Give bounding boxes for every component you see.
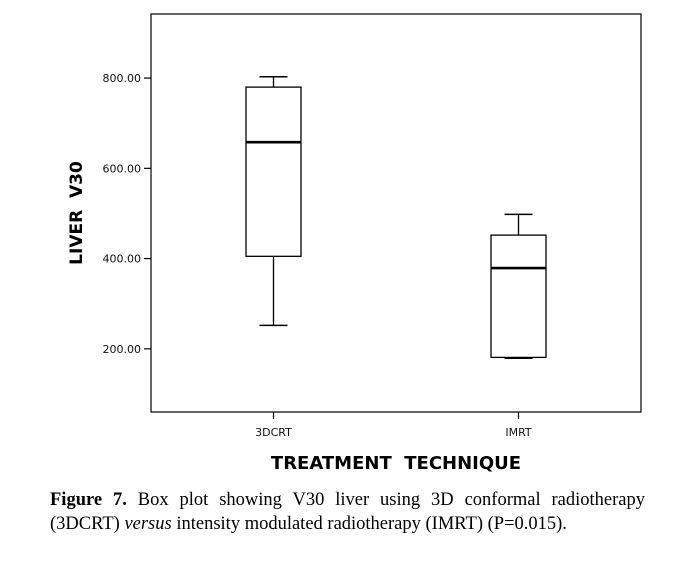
x-axis-title: TREATMENT TECHNIQUE	[271, 453, 521, 474]
caption-text-before: Box plot showing V30 liver using 3D conf…	[50, 490, 645, 534]
figure-caption: Figure 7. Box plot showing V30 liver usi…	[50, 488, 645, 536]
y-axis-title: LIVER V30	[67, 161, 87, 265]
y-tick-label: 200.00	[103, 343, 142, 356]
y-axis: 200.00 400.00 600.00 800.00	[103, 72, 151, 356]
x-tick-label: 3DCRT	[255, 426, 292, 439]
y-tick-label: 600.00	[103, 162, 142, 175]
interquartile-box	[245, 86, 302, 257]
boxes	[245, 75, 547, 360]
y-tick-label: 400.00	[103, 253, 142, 266]
caption-italic: versus	[124, 514, 172, 534]
y-tick-label: 800.00	[103, 72, 142, 85]
caption-label: Figure 7.	[50, 490, 127, 510]
x-tick-label: IMRT	[505, 426, 532, 439]
box-imrt	[490, 213, 547, 360]
x-axis: 3DCRT IMRT	[255, 412, 532, 439]
box-plot-chart: 200.00 400.00 600.00 800.00 3DCRT IMRT LIVER…	[67, 13, 642, 474]
interquartile-box	[490, 234, 547, 359]
plot-area-frame	[150, 13, 642, 413]
caption-text-after: intensity modulated radiotherapy (IMRT) …	[171, 514, 567, 534]
box-3dcrt	[245, 75, 302, 327]
